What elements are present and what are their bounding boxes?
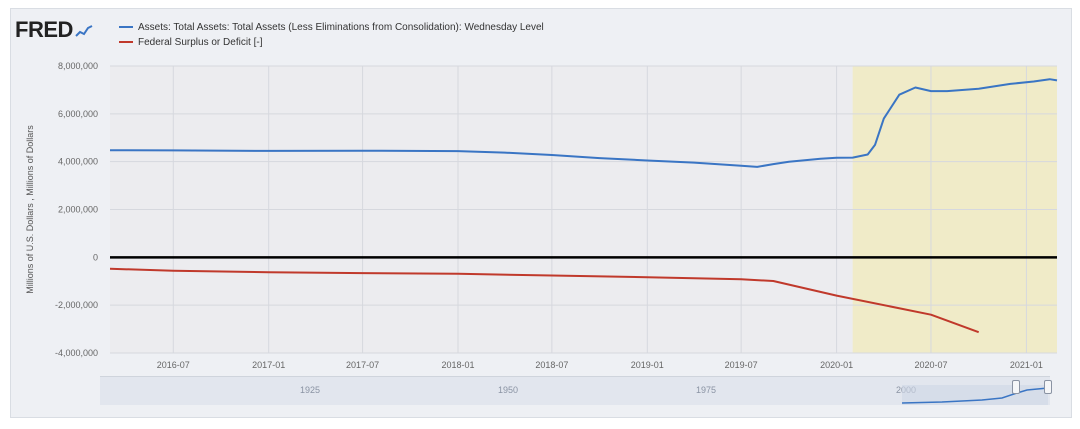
y-tick-label: -2,000,000 — [55, 300, 98, 310]
y-tick-label: -4,000,000 — [55, 348, 98, 358]
navigator-label: 1925 — [300, 385, 321, 395]
navigator-label: 1975 — [696, 385, 717, 395]
y-tick-label: 4,000,000 — [58, 157, 98, 167]
series-line-federal-surplus — [109, 267, 980, 334]
x-tick-label: 2019-01 — [631, 360, 664, 370]
legend-swatch — [119, 26, 133, 29]
x-tick-label: 2018-01 — [441, 360, 474, 370]
x-tick-label: 2019-07 — [725, 360, 758, 370]
x-tick-label: 2020-01 — [820, 360, 853, 370]
x-tick-label: 2018-07 — [535, 360, 568, 370]
legend-label: Assets: Total Assets: Total Assets (Less… — [138, 22, 544, 33]
legend-swatch — [119, 41, 133, 44]
navigator-label: 1950 — [498, 385, 519, 395]
time-range-navigator[interactable]: 1925 1950 1975 2000 — [100, 376, 1052, 405]
legend-item-federal-surplus[interactable]: Federal Surplus or Deficit [-] — [119, 37, 263, 48]
y-tick-label: 2,000,000 — [58, 205, 98, 215]
x-tick-label: 2020-07 — [914, 360, 947, 370]
x-tick-label: 2017-01 — [252, 360, 285, 370]
navigator-selected-range[interactable] — [902, 385, 1048, 405]
chart-mark-icon — [75, 25, 93, 37]
x-tick-label: 2016-07 — [157, 360, 190, 370]
series-line-total-assets — [109, 78, 1058, 168]
fred-logo: FRED — [15, 17, 93, 43]
x-tick-label: 2021-01 — [1010, 360, 1043, 370]
navigator-handle-right[interactable] — [1044, 380, 1052, 394]
logo-text: FRED — [15, 17, 73, 42]
navigator-handle-left[interactable] — [1012, 380, 1020, 394]
y-axis-label: Millions of U.S. Dollars , Millions of D… — [25, 125, 35, 294]
y-tick-label: 6,000,000 — [58, 109, 98, 119]
x-tick-label: 2017-07 — [346, 360, 379, 370]
y-tick-label: 8,000,000 — [58, 61, 98, 71]
legend-label: Federal Surplus or Deficit [-] — [138, 37, 263, 48]
y-tick-label: 0 — [93, 252, 98, 262]
legend-item-total-assets[interactable]: Assets: Total Assets: Total Assets (Less… — [119, 22, 544, 33]
